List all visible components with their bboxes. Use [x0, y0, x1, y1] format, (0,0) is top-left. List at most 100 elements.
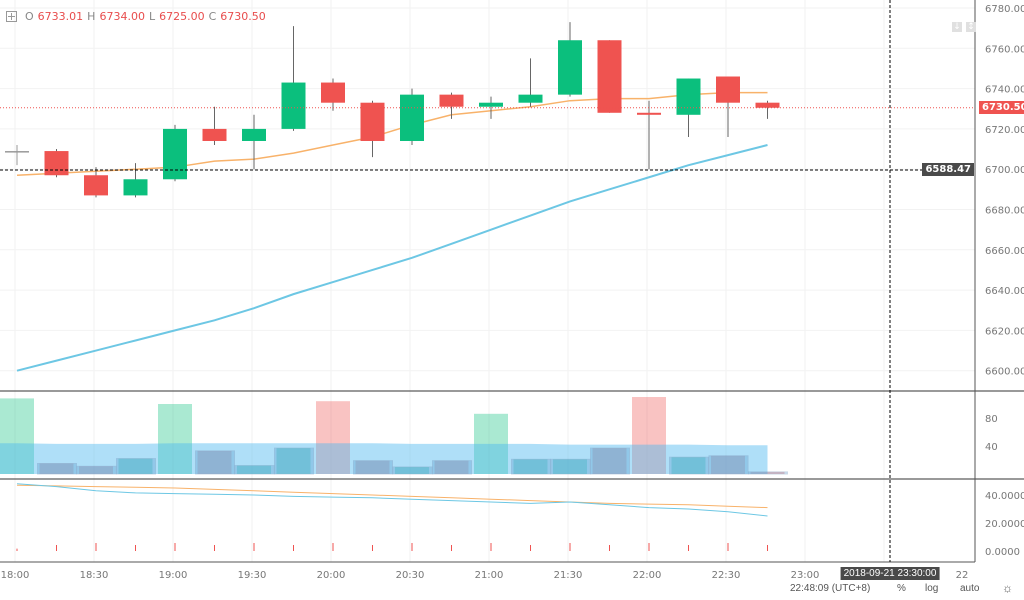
volume-bar	[276, 448, 311, 474]
volume-histogram-bar	[392, 466, 433, 475]
time-tick-label: 20:30	[396, 570, 425, 581]
auto-toggle[interactable]: auto	[960, 583, 980, 594]
candle-body	[321, 82, 345, 103]
time-tick-label: 21:00	[475, 570, 504, 581]
volume-bar	[316, 401, 350, 474]
candle-body	[400, 94, 424, 141]
candle-body	[44, 151, 69, 176]
time-tick-label: 22:30	[712, 570, 741, 581]
volume-bar	[592, 448, 627, 474]
close-value: 6730.50	[220, 10, 266, 23]
volume-bar	[118, 458, 153, 474]
candle-body	[558, 40, 582, 95]
volume-bar	[39, 463, 74, 474]
volume-histogram-bar	[669, 456, 709, 475]
price-tick-label: 6760.00	[985, 44, 1024, 55]
crosshair-price-tag: 6588.47	[922, 163, 974, 176]
price-tick-label: 6660.00	[985, 246, 1024, 257]
candle-body	[242, 128, 266, 141]
candle-body	[637, 112, 661, 115]
candle-body	[597, 40, 622, 113]
volume-bar	[355, 460, 390, 474]
time-tick-label: 20:00	[317, 570, 346, 581]
ma-slow-line	[16, 144, 768, 372]
volume-bar	[513, 459, 548, 474]
time-tick-label: 22	[956, 570, 969, 581]
volume-histogram-bar	[432, 460, 472, 475]
price-tick-label: 6600.00	[985, 367, 1024, 378]
time-tick-label: 18:30	[80, 570, 109, 581]
close-label: C	[208, 10, 217, 23]
volume-bar	[434, 460, 469, 474]
time-tick-label: 18:00	[1, 570, 30, 581]
scroll-down-icon[interactable]: ↓	[952, 22, 962, 32]
volume-histogram-bar	[195, 450, 235, 475]
high-label: H	[87, 10, 96, 23]
volume-tick-label: 40	[985, 442, 998, 453]
price-tick-label: 6700.00	[985, 165, 1024, 176]
volume-histogram-bar	[511, 458, 551, 475]
candle-body	[281, 82, 306, 129]
open-value: 6733.01	[37, 10, 84, 23]
volume-histogram-bar	[76, 465, 117, 475]
clock: 22:48:09 (UTC+8)	[790, 583, 871, 594]
candle-body	[360, 102, 385, 141]
osc-tick-label: 40.0000	[985, 491, 1024, 502]
volume-bar	[237, 465, 271, 474]
price-tick-label: 6740.00	[985, 85, 1024, 96]
volume-histogram-bar	[708, 455, 749, 475]
candle-body	[716, 76, 740, 103]
candle-body	[439, 94, 464, 107]
high-value: 6734.00	[99, 10, 145, 23]
osc-tick-label: 0.0000	[985, 547, 1020, 558]
volume-bar	[158, 404, 192, 474]
price-tick-label: 6720.00	[985, 125, 1024, 136]
candle-body	[676, 78, 701, 115]
candle-body	[518, 94, 543, 103]
volume-bar	[79, 466, 113, 474]
osc-slow-line	[16, 483, 768, 517]
volume-histogram-bar	[748, 471, 788, 475]
scale-icon[interactable]: ↕	[966, 22, 976, 32]
volume-histogram-bar	[234, 465, 275, 475]
volume-bar	[553, 459, 587, 474]
volume-histogram-bar	[353, 460, 393, 475]
ohlc-legend: O 6733.01 H 6734.00 L 6725.00 C 6730.50	[6, 10, 266, 23]
candle-body	[163, 128, 187, 180]
low-value: 6725.00	[159, 10, 205, 23]
price-tick-label: 6640.00	[985, 286, 1024, 297]
price-tick-label: 6680.00	[985, 206, 1024, 217]
price-tick-label: 6620.00	[985, 326, 1024, 337]
candle-body	[479, 102, 503, 107]
ma-fast-line	[16, 91, 768, 176]
osc-fast-line	[16, 484, 768, 509]
percent-toggle[interactable]: %	[897, 583, 906, 594]
price-tick-label: 6780.00	[985, 4, 1024, 15]
volume-histogram-bar	[116, 458, 156, 475]
expand-icon[interactable]	[6, 11, 17, 22]
candle-body	[202, 128, 227, 141]
last-price-tag: 6730.50	[979, 101, 1024, 114]
volume-histogram-bar	[590, 447, 630, 475]
volume-tick-label: 80	[985, 414, 998, 425]
volume-histogram-bar	[274, 447, 314, 475]
settings-icon[interactable]: ☼	[1002, 581, 1013, 595]
volume-histogram-bar	[550, 458, 591, 475]
open-label: O	[25, 10, 34, 23]
volume-bar	[395, 467, 429, 474]
crosshair-time-tag: 2018-09-21 23:30:00	[840, 567, 940, 580]
time-tick-label: 19:30	[238, 570, 267, 581]
volume-bar	[750, 471, 785, 474]
low-label: L	[148, 10, 156, 23]
volume-bar	[474, 413, 508, 474]
volume-bar	[632, 397, 666, 474]
log-toggle[interactable]: log	[925, 583, 939, 594]
time-tick-label: 22:00	[633, 570, 662, 581]
candle-body	[755, 102, 780, 108]
volume-bar	[671, 457, 706, 474]
volume-ma-area	[0, 443, 768, 474]
time-tick-label: 19:00	[159, 570, 188, 581]
candle-body	[84, 175, 108, 196]
time-tick-label: 23:00	[791, 570, 820, 581]
